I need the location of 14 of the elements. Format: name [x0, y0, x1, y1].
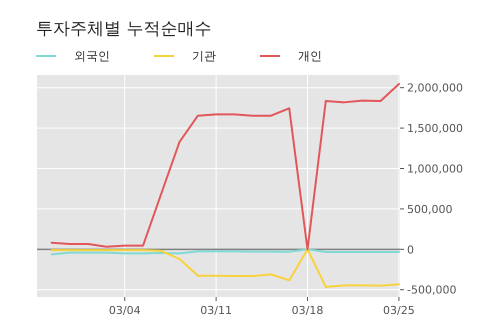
y-tick-label: 1,500,000: [407, 122, 463, 136]
y-tick-label: 500,000: [407, 202, 452, 216]
y-tick-label: -500,000: [407, 284, 456, 297]
chart-title: 투자주체별 누적순매수: [36, 19, 212, 39]
y-tick-label: 2,000,000: [407, 82, 463, 95]
legend-label: 기관: [192, 49, 216, 63]
y-tick-label: 0: [407, 243, 414, 256]
legend-label: 개인: [298, 49, 322, 63]
x-tick-label: 03/25: [383, 304, 415, 317]
legend-label: 외국인: [74, 49, 110, 63]
x-tick-label: 03/11: [200, 304, 232, 317]
y-tick-label: 1,000,000: [407, 162, 463, 176]
x-tick-label: 03/04: [108, 304, 141, 317]
x-tick-label: 03/18: [292, 304, 324, 317]
